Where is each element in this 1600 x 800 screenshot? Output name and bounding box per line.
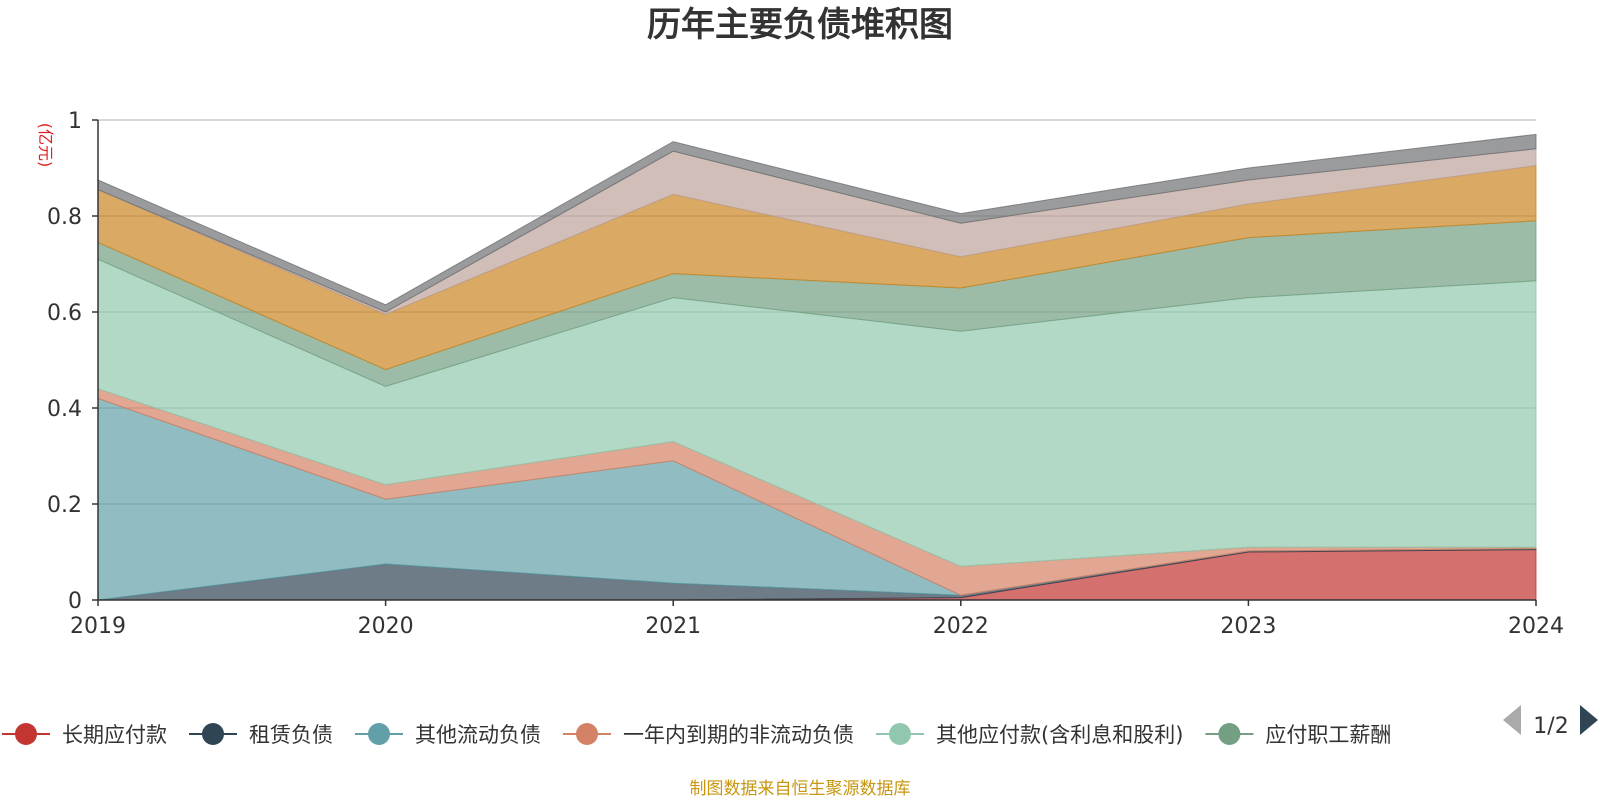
x-tick-label: 2023 (1220, 614, 1276, 639)
legend-marker-icon (15, 723, 37, 745)
legend-item[interactable]: 长期应付款 (2, 723, 167, 747)
legend-items: 长期应付款 租赁负债 其他流动负债 一年内到期的非流动负债 其他应付款(含利息和股利) 应… (2, 723, 1391, 747)
legend-item[interactable]: 其他应付款(含利息和股利) (876, 723, 1183, 747)
legend-label: 其他应付款(含利息和股利) (936, 723, 1183, 747)
x-tick-label: 2019 (70, 614, 126, 639)
y-tick-label: 0.8 (47, 205, 82, 230)
y-tick-label: 0.4 (47, 397, 82, 422)
x-tick-label: 2020 (358, 614, 414, 639)
legend-marker-icon (1218, 723, 1241, 745)
legend-marker-icon (202, 723, 224, 745)
legend-prev-icon[interactable] (1503, 705, 1521, 735)
x-tick-label: 2022 (933, 614, 989, 639)
y-tick-label: 0 (68, 589, 82, 614)
data-source-note: 制图数据来自恒生聚源数据库 (690, 779, 911, 799)
legend-label: 租赁负债 (249, 723, 333, 747)
legend-next-icon[interactable] (1580, 705, 1598, 735)
legend-item[interactable]: 租赁负债 (189, 723, 333, 747)
x-tick-label: 2021 (645, 614, 701, 639)
legend: 长期应付款 租赁负债 其他流动负债 一年内到期的非流动负债 其他应付款(含利息和股利) 应… (2, 723, 1391, 747)
y-tick-label: 0.2 (47, 493, 82, 518)
legend-label: 长期应付款 (62, 723, 167, 747)
area-series (97, 133, 1537, 601)
legend-page-indicator: 1/2 (1533, 714, 1568, 739)
legend-label: 应付职工薪酬 (1265, 723, 1391, 747)
x-tick-label: 2024 (1508, 614, 1564, 639)
legend-item[interactable]: 一年内到期的非流动负债 (563, 723, 854, 747)
chart-title: 历年主要负债堆积图 (647, 5, 953, 45)
legend-marker-icon (368, 723, 390, 745)
legend-marker-icon (889, 723, 911, 745)
legend-label: 其他流动负债 (415, 723, 541, 747)
y-tick-label: 1 (68, 109, 82, 134)
legend-item[interactable]: 应付职工薪酬 (1205, 723, 1391, 747)
axes: 0 0.2 0.4 0.6 0.8 1 2019 2020 2021 2022 2023 2024 (47, 109, 1564, 639)
series-area-8 (97, 133, 1537, 313)
y-tick-label: 0.6 (47, 301, 82, 326)
legend-label: 一年内到期的非流动负债 (623, 723, 854, 747)
legend-pager: 1/2 (1503, 705, 1598, 739)
legend-item[interactable]: 其他流动负债 (355, 723, 541, 747)
legend-marker-icon (576, 723, 598, 745)
y-axis-unit: (亿元) (36, 123, 55, 168)
